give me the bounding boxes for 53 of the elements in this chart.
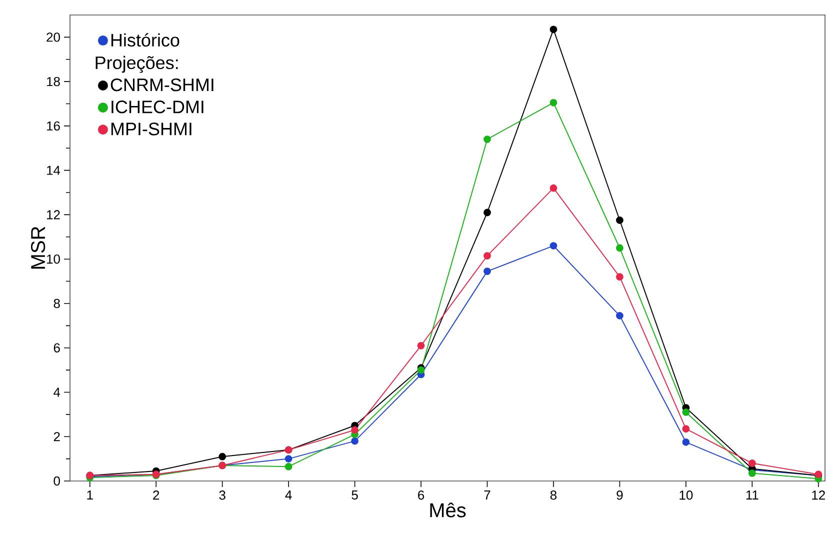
y-tick-label: 2: [54, 432, 60, 442]
y-tick-label: 4: [54, 388, 60, 397]
point: [550, 26, 558, 34]
legend-title: Projeções:: [96, 56, 178, 73]
point: [550, 242, 558, 250]
x-tick-label: 9: [616, 490, 623, 500]
x-tick-label: 12: [812, 490, 825, 500]
y-tick-label: 0: [54, 476, 60, 486]
y-tick-label: 20: [46, 32, 60, 42]
point: [682, 438, 690, 446]
point: [616, 273, 624, 281]
x-tick-label: 10: [680, 490, 693, 500]
point: [351, 437, 358, 445]
point: [682, 425, 690, 433]
point: [218, 452, 226, 460]
x-tick-label: 8: [550, 490, 557, 500]
point: [616, 216, 624, 224]
y-tick-label: 14: [47, 166, 60, 175]
point: [682, 408, 690, 416]
point: [484, 136, 491, 143]
x-tick-label: 3: [219, 490, 226, 500]
point: [284, 455, 292, 463]
point: [484, 252, 491, 260]
legend-label: ICHEC-DMI: [112, 100, 204, 114]
point: [748, 460, 756, 467]
point: [284, 462, 292, 470]
y-tick-label: 8: [54, 298, 60, 308]
x-tick-label: 11: [746, 490, 758, 500]
point: [550, 98, 558, 106]
y-axis-title: MSR: [30, 226, 46, 269]
point: [417, 342, 425, 350]
y-tick-label: 10: [47, 254, 60, 264]
x-tick-label: 5: [352, 490, 358, 500]
legend-label: CNRM-SHMI: [110, 78, 214, 92]
x-tick-label: 7: [484, 490, 490, 500]
x-tick-label: 4: [285, 490, 292, 500]
y-tick-label: 16: [47, 121, 60, 131]
x-tick-label: 2: [153, 490, 160, 500]
x-tick-label: 1: [87, 490, 93, 500]
y-tick-label: 18: [47, 76, 60, 86]
point: [484, 208, 491, 216]
y-tick-label: 12: [47, 210, 60, 220]
legend-label: Histórico: [111, 33, 180, 47]
point: [484, 268, 491, 275]
legend-label: MPI-SHMI: [111, 122, 192, 136]
point: [351, 426, 358, 434]
point: [616, 312, 624, 320]
y-tick-label: 6: [54, 343, 60, 352]
point: [616, 244, 624, 252]
x-axis-title: Mês: [430, 502, 466, 518]
point: [550, 184, 558, 192]
x-tick-label: 6: [418, 490, 424, 500]
point: [748, 470, 756, 477]
